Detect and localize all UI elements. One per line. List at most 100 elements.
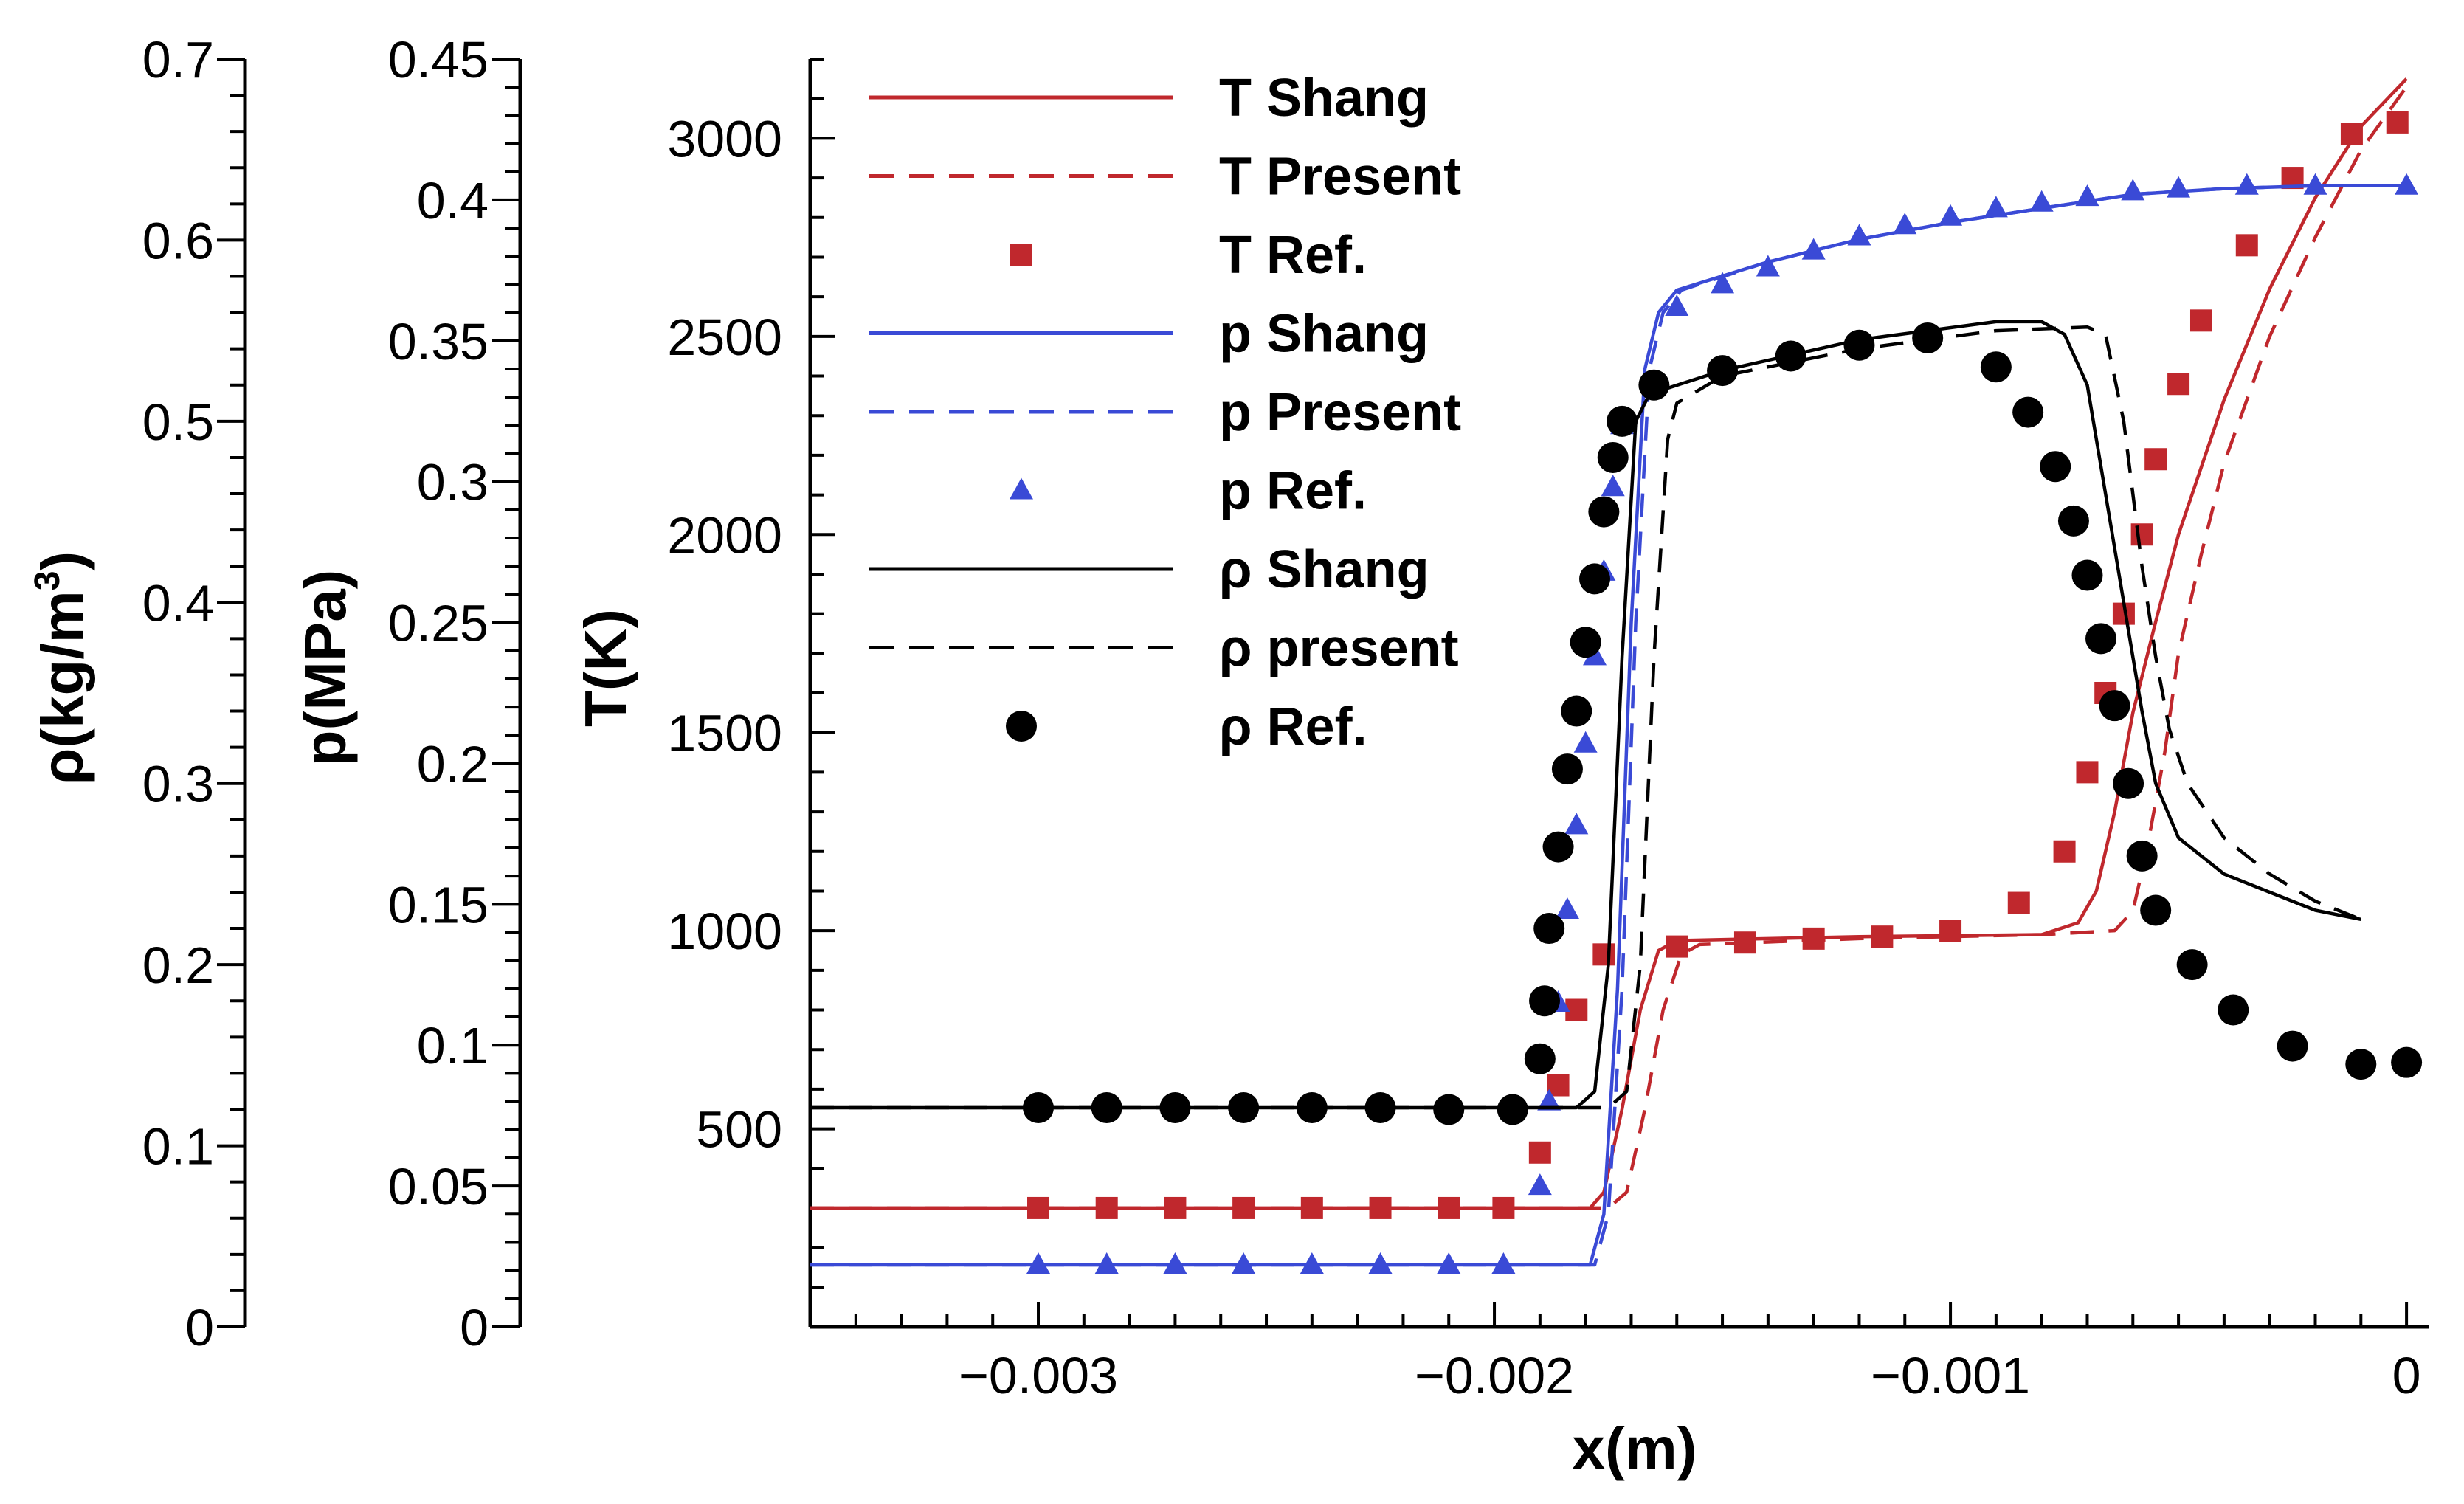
- marker-t-ref: [2053, 840, 2076, 863]
- tick-label-rho: 0.6: [142, 212, 214, 269]
- legend-item-rho-ref: ρ Ref.: [1006, 697, 1367, 756]
- marker-rho-ref: [2040, 451, 2071, 483]
- marker-t-ref: [1232, 1196, 1255, 1219]
- marker-p-ref: [1564, 813, 1589, 835]
- legend-item-t-ref: T Ref.: [1010, 226, 1367, 285]
- tick-label-T: 3000: [667, 110, 782, 168]
- marker-t-ref: [1565, 998, 1588, 1021]
- tick-label-x: −0.003: [959, 1347, 1118, 1404]
- marker-rho-ref: [1638, 369, 1670, 401]
- legend-label-p-ref: p Ref.: [1219, 462, 1367, 521]
- tick-label-p: 0.15: [388, 876, 489, 934]
- marker-t-ref: [1802, 927, 1825, 950]
- marker-rho-ref: [1433, 1094, 1465, 1125]
- tick-label-x: −0.001: [1871, 1347, 2030, 1404]
- marker-p-ref: [1094, 1252, 1119, 1274]
- marker-rho-ref: [2140, 894, 2172, 926]
- marker-t-ref: [2189, 309, 2212, 332]
- marker-rho-ref: [1579, 563, 1611, 595]
- legend-item-rho-shang: ρ Shang: [869, 540, 1429, 599]
- tick-label-rho: 0.7: [142, 31, 214, 89]
- marker-rho-ref: [2345, 1049, 2377, 1080]
- marker-p-ref: [1711, 272, 1735, 294]
- legend-item-p-shang: p Shang: [869, 305, 1429, 364]
- legend-item-t-present: T Present: [869, 148, 1461, 207]
- legend-label-t-present: T Present: [1219, 148, 1461, 207]
- marker-p-ref: [1801, 238, 1826, 260]
- legend: T Shang T Present T Ref. p Shang p Present p …: [869, 69, 1461, 756]
- marker-rho-ref: [1775, 340, 1806, 372]
- marker-rho-ref: [2176, 949, 2208, 981]
- marker-rho-ref: [1529, 985, 1561, 1017]
- marker-p-ref: [1232, 1252, 1256, 1274]
- marker-p-ref: [1437, 1252, 1461, 1274]
- axes-group: 0 0.1 0.2 0.3 0.4 0.5 0.6 0.7 0 0.05 0.1 0.15 0.2 0.2…: [28, 31, 2429, 1481]
- marker-t-ref: [1528, 1141, 1551, 1164]
- tick-label-rho: 0.3: [142, 756, 214, 813]
- marker-t-ref: [1438, 1196, 1460, 1219]
- marker-p-ref: [1163, 1252, 1187, 1274]
- legend-item-p-ref: p Ref.: [1010, 462, 1367, 521]
- marker-t-ref: [2130, 523, 2153, 546]
- marker-rho-ref: [1364, 1092, 1396, 1124]
- legend-item-rho-present: ρ present: [869, 619, 1459, 678]
- marker-t-ref: [2076, 761, 2099, 784]
- marker-t-ref: [1871, 925, 1894, 948]
- marker-p-ref: [2075, 184, 2099, 207]
- marker-t-ref: [1164, 1196, 1187, 1219]
- marker-p-ref: [2121, 179, 2145, 201]
- marker-rho-ref: [2057, 505, 2089, 537]
- marker-rho-ref: [1296, 1092, 1328, 1124]
- marker-rho-ref: [2113, 767, 2144, 799]
- marker-t-ref: [2386, 111, 2409, 134]
- marker-t-ref: [2235, 234, 2258, 257]
- marker-t-ref: [1095, 1196, 1118, 1219]
- marker-t-ref: [1592, 943, 1615, 966]
- legend-swatch-t-ref: [1010, 244, 1032, 266]
- legend-label-rho-shang: ρ Shang: [1219, 540, 1429, 599]
- marker-t-ref: [2007, 891, 2030, 914]
- marker-p-ref: [2167, 176, 2191, 198]
- marker-t-ref: [1300, 1196, 1323, 1219]
- marker-t-ref: [1027, 1196, 1050, 1219]
- tick-label-T: 1500: [667, 705, 782, 762]
- marker-p-ref: [1893, 213, 1917, 235]
- marker-rho-ref: [1561, 695, 1592, 727]
- legend-label-t-shang: T Shang: [1219, 69, 1429, 128]
- tick-label-p: 0.2: [417, 735, 489, 793]
- tick-label-p: 0.25: [388, 595, 489, 652]
- legend-swatch-rho-ref: [1006, 711, 1037, 742]
- marker-p-ref: [1491, 1252, 1516, 1274]
- tick-label-rho: 0.4: [142, 574, 214, 632]
- marker-t-ref: [1666, 935, 1688, 958]
- marker-rho-ref: [1707, 355, 1739, 387]
- marker-t-ref: [1733, 931, 1756, 954]
- marker-rho-ref: [1524, 1043, 1556, 1074]
- marker-rho-ref: [1843, 329, 1875, 361]
- marker-rho-ref: [2012, 396, 2044, 428]
- marker-rho-ref: [1551, 753, 1583, 785]
- tick-label-T: 1000: [667, 903, 782, 960]
- legend-item-t-shang: T Shang: [869, 69, 1429, 128]
- series-line-t-present: [810, 86, 2408, 1210]
- marker-rho-ref: [1570, 627, 1601, 658]
- legend-label-t-ref: T Ref.: [1219, 226, 1367, 285]
- marker-rho-ref: [1228, 1092, 1260, 1124]
- marker-t-ref: [2144, 448, 2167, 471]
- legend-swatch-p-ref: [1010, 477, 1033, 500]
- marker-rho-ref: [1912, 322, 1944, 353]
- tick-label-T: 2500: [667, 308, 782, 366]
- marker-p-ref: [1368, 1252, 1393, 1274]
- legend-label-p-shang: p Shang: [1219, 305, 1429, 364]
- tick-label-p: 0.05: [388, 1158, 489, 1215]
- marker-rho-ref: [1980, 351, 2012, 383]
- series-line-t-shang: [810, 77, 2408, 1210]
- tick-label-rho: 0.2: [142, 936, 214, 994]
- axis-title-x: x(m): [1573, 1415, 1697, 1481]
- marker-p-ref: [2395, 173, 2419, 195]
- tick-label-p: 0.35: [388, 313, 489, 370]
- tick-label-p: 0: [460, 1299, 489, 1356]
- marker-rho-ref: [1091, 1092, 1122, 1124]
- marker-p-ref: [2029, 190, 2054, 212]
